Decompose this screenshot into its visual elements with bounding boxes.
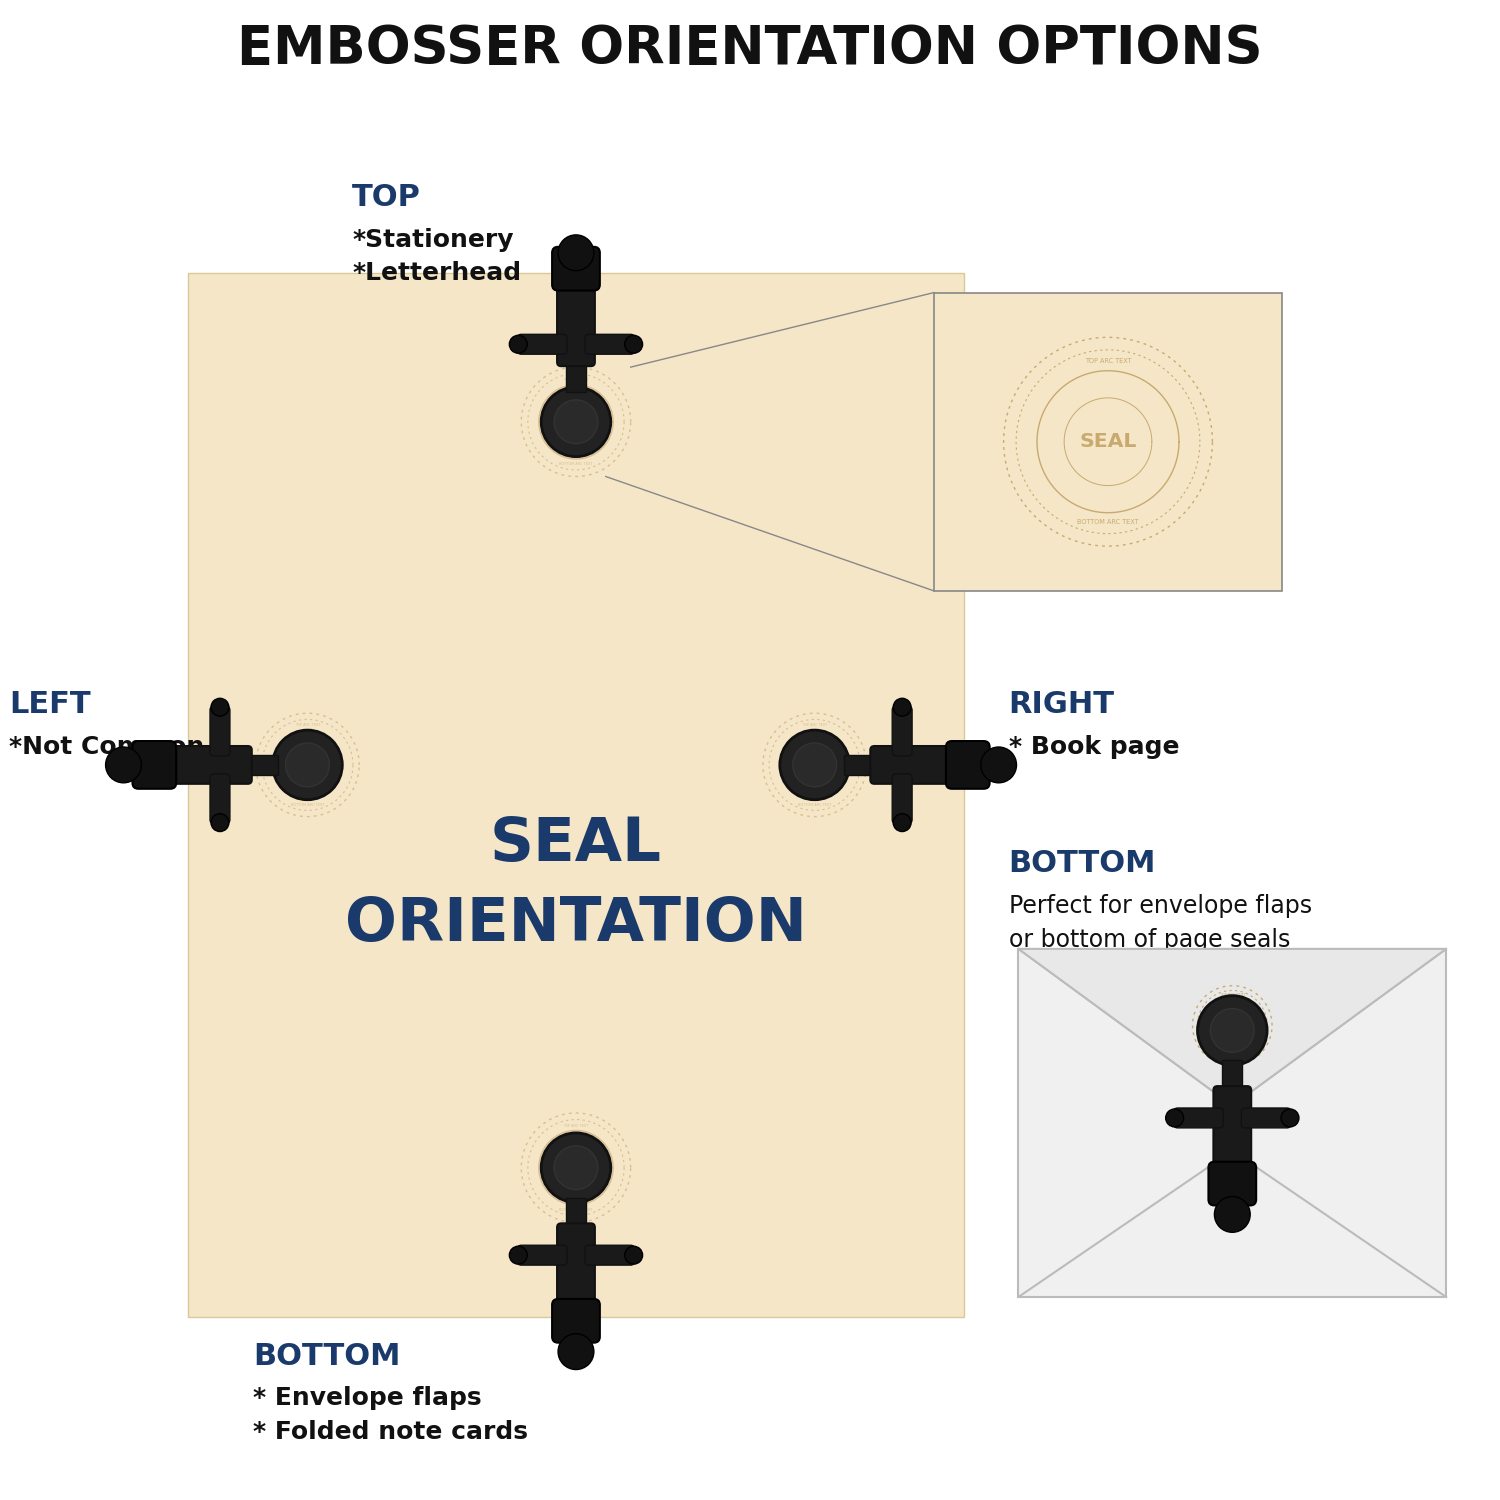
Text: BOTTOM ARC TEXT: BOTTOM ARC TEXT [291,802,324,807]
Circle shape [1197,996,1268,1065]
Circle shape [892,699,910,715]
Text: TOP ARC TEXT: TOP ARC TEXT [296,723,320,728]
Polygon shape [1019,950,1446,1106]
Circle shape [285,742,330,788]
FancyBboxPatch shape [132,741,176,789]
FancyBboxPatch shape [934,292,1282,591]
FancyBboxPatch shape [1242,1108,1292,1128]
Text: * Book page: * Book page [1008,735,1179,759]
FancyBboxPatch shape [518,334,567,354]
Text: RIGHT: RIGHT [1008,690,1114,720]
Circle shape [105,747,141,783]
Text: TOP: TOP [352,183,422,211]
Text: SEAL: SEAL [292,760,321,770]
FancyBboxPatch shape [566,357,586,392]
FancyBboxPatch shape [1173,1108,1224,1128]
FancyBboxPatch shape [1214,1086,1251,1179]
FancyBboxPatch shape [556,273,596,366]
FancyBboxPatch shape [844,754,879,776]
FancyBboxPatch shape [552,1299,600,1342]
Text: SEAL: SEAL [1080,432,1137,451]
FancyBboxPatch shape [1209,1161,1255,1206]
FancyBboxPatch shape [188,273,964,1317]
Circle shape [794,742,837,788]
Circle shape [554,400,598,444]
Circle shape [510,336,526,352]
FancyBboxPatch shape [552,248,600,291]
Text: TOP ARC TEXT: TOP ARC TEXT [564,1124,588,1128]
Circle shape [1210,1008,1254,1053]
Text: SEAL: SEAL [561,417,591,428]
Text: Perfect for envelope flaps
or bottom of page seals: Perfect for envelope flaps or bottom of … [1008,894,1311,951]
FancyBboxPatch shape [556,1224,596,1316]
Text: SEAL: SEAL [490,815,662,874]
FancyBboxPatch shape [566,1197,586,1233]
FancyBboxPatch shape [870,746,963,784]
Circle shape [273,730,342,800]
FancyBboxPatch shape [159,746,252,784]
Circle shape [211,813,230,831]
FancyBboxPatch shape [210,706,230,756]
Text: SEAL: SEAL [561,1162,591,1173]
FancyBboxPatch shape [585,334,634,354]
Text: TOP ARC TEXT: TOP ARC TEXT [802,723,828,728]
Text: BOTTOM ARC TEXT: BOTTOM ARC TEXT [798,802,831,807]
Text: *Stationery
*Letterhead: *Stationery *Letterhead [352,228,522,285]
FancyBboxPatch shape [946,741,990,789]
Circle shape [624,1246,642,1264]
FancyBboxPatch shape [518,1245,567,1264]
Circle shape [780,730,849,800]
FancyBboxPatch shape [585,1245,634,1264]
Circle shape [1166,1108,1184,1126]
Circle shape [892,813,910,831]
FancyBboxPatch shape [1019,950,1446,1298]
FancyBboxPatch shape [243,754,278,776]
Circle shape [1215,1197,1249,1233]
Text: BOTTOM ARC TEXT: BOTTOM ARC TEXT [560,1208,592,1212]
Text: EMBOSSER ORIENTATION OPTIONS: EMBOSSER ORIENTATION OPTIONS [237,22,1263,75]
Text: SEAL: SEAL [1221,1022,1244,1031]
Text: TOP ARC TEXT: TOP ARC TEXT [1084,358,1131,364]
FancyBboxPatch shape [892,774,912,824]
Text: BOTTOM: BOTTOM [254,1341,400,1371]
Circle shape [554,1146,598,1190]
FancyBboxPatch shape [892,706,912,756]
Circle shape [542,387,610,456]
FancyBboxPatch shape [210,774,230,824]
Text: BOTTOM ARC TEXT: BOTTOM ARC TEXT [560,462,592,466]
FancyBboxPatch shape [1222,1060,1242,1095]
Circle shape [558,236,594,270]
Text: ORIENTATION: ORIENTATION [345,894,807,954]
Circle shape [558,1334,594,1370]
Text: BOTTOM ARC TEXT: BOTTOM ARC TEXT [1215,1054,1249,1058]
Text: LEFT: LEFT [9,690,92,720]
Text: TOP ARC TEXT: TOP ARC TEXT [564,378,588,381]
Text: SEAL: SEAL [801,760,830,770]
Text: BOTTOM: BOTTOM [1008,849,1156,879]
Text: *Not Common: *Not Common [9,735,204,759]
Text: TOP ARC TEXT: TOP ARC TEXT [1220,993,1245,998]
Text: BOTTOM ARC TEXT: BOTTOM ARC TEXT [1077,519,1138,525]
Circle shape [624,336,642,352]
Circle shape [211,699,230,715]
Circle shape [1281,1108,1299,1126]
Circle shape [510,1246,526,1264]
Text: * Envelope flaps
* Folded note cards: * Envelope flaps * Folded note cards [254,1386,528,1444]
Circle shape [981,747,1017,783]
Circle shape [542,1132,610,1203]
